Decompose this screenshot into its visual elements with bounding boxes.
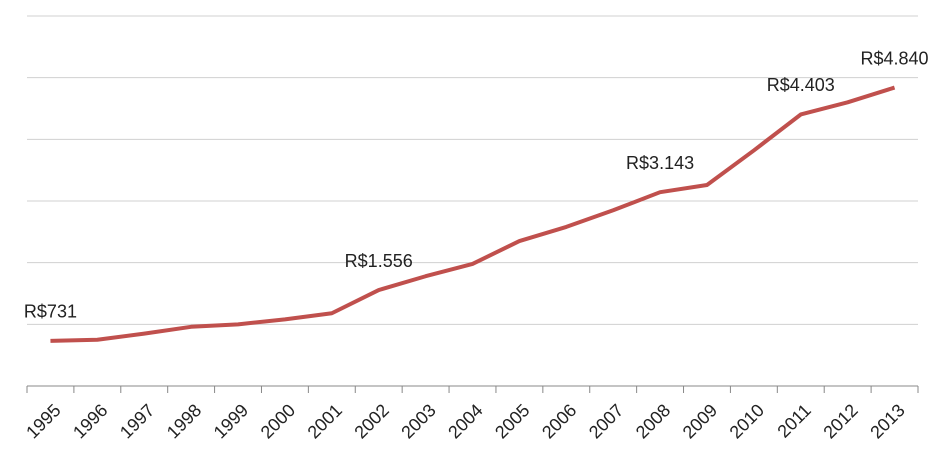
x-tick-label: 2010 [726,400,768,442]
x-tick-label: 2003 [397,400,439,442]
x-tick-label: 2008 [632,400,674,442]
x-tick-label: 2011 [773,400,815,442]
x-tick-label: 1999 [210,400,252,442]
x-tick-label: 2004 [444,400,486,442]
data-label: R$3.143 [626,153,694,173]
x-tick-label: 2005 [491,400,533,442]
x-tick-label: 1996 [69,400,111,442]
x-tick-label: 1995 [22,400,64,442]
data-label: R$731 [24,302,77,322]
x-tick-label: 2001 [304,400,346,442]
data-label: R$1.556 [345,251,413,271]
x-tick-label: 2002 [350,400,392,442]
data-label: R$4.403 [767,75,835,95]
x-tick-label: 2000 [257,400,299,442]
x-tick-label: 2009 [679,400,721,442]
x-tick-label: 2013 [866,400,908,442]
data-label: R$4.840 [861,48,929,68]
x-tick-label: 2007 [585,400,627,442]
line [50,85,896,343]
x-tick-label: 1998 [163,400,205,442]
x-tick-label: 1997 [116,400,158,442]
x-tick-label: 2006 [538,400,580,442]
x-tick-label: 2012 [819,400,861,442]
